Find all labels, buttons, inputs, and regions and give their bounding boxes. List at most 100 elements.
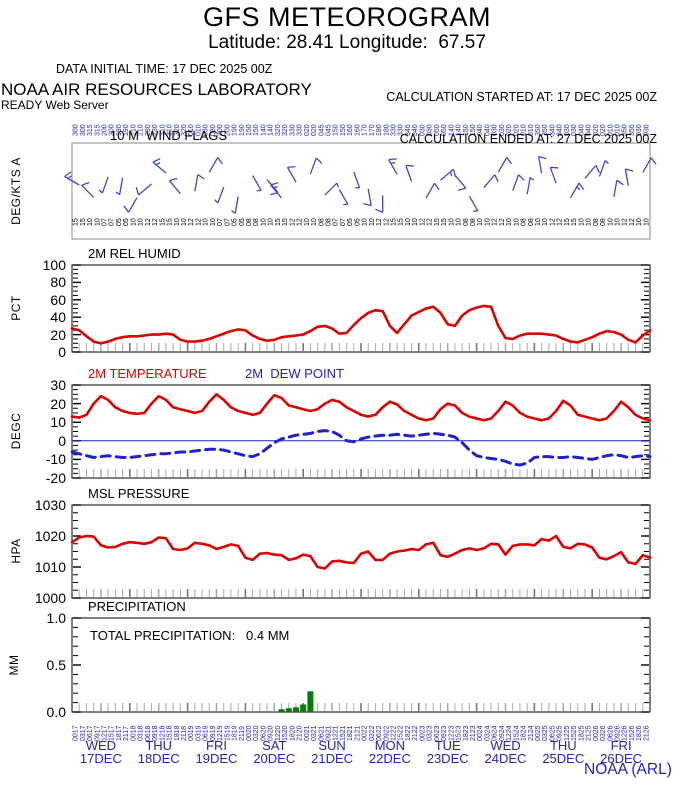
wind-barb [152,158,167,174]
y-tick-label: 40 [50,309,66,326]
wind-direction-strip-label: 140 [456,124,463,136]
wind-barb-line [336,182,340,188]
wind-barb [642,157,657,173]
hour-strip-label: 0620 [260,725,267,741]
humidity-panel-title: 2M REL HUMID [88,246,181,261]
wind-barb-line [405,165,413,182]
wind-speed-strip-label: 12 [629,218,636,226]
wind-direction-strip-label: 020 [600,124,607,136]
hour-strip-label: 2122 [412,725,419,741]
hour-strip-label: 1518 [167,725,174,741]
wind-direction-strip-label: 310 [159,124,166,136]
wind-speed-strip-label: 08 [600,218,607,226]
wind-barb-line [353,171,361,189]
wind-direction-strip-label: 200 [217,124,224,136]
wind-direction-strip-label: 330 [391,124,398,136]
day-date: 23DEC [426,751,469,766]
wind-speed-strip-label: 10 [513,218,520,226]
wind-speed-strip-label: 05 [354,218,361,226]
wind-direction-strip-label: 030 [564,124,571,136]
wind-barb-line [425,182,436,199]
pressure-panel-border [71,504,651,599]
wind-barb [363,188,372,207]
wind-speed-strip-label: 10 [260,218,267,226]
wind-direction-strip-label: 350 [629,124,636,136]
hour-strip-label: 0017 [73,725,80,741]
wind-speed-strip-label: 12 [622,218,629,226]
hour-strip-label: 1817 [116,725,123,741]
hour-strip-label: 1825 [578,725,585,741]
wind-barb [135,183,152,196]
hour-strip-label: 0626 [607,725,614,741]
wind-barb [483,174,499,189]
wind-barb-line [135,187,140,196]
hour-strip-label: 0623 [434,725,441,741]
hour-strip-label: 1824 [521,725,528,741]
wind-speed-strip-label: 15 [167,218,174,226]
hour-strip-label: 0325 [542,725,549,741]
wind-barb-line [497,157,508,173]
wind-speed-strip-label: 10 [643,218,650,226]
wind-barb [270,182,283,199]
wind-barb-line [98,189,103,194]
y-tick-label: 10 [50,414,66,431]
wind-speed-strip-label: 10 [484,218,491,226]
day-of-week: WED [85,738,117,753]
wind-speed-strip-label: 10 [174,218,181,226]
hour-strip-label: 0326 [600,725,607,741]
hour-strip-label: 1524 [513,725,520,741]
wind-barb-line [338,189,349,205]
wind-direction-strip-label: 030 [636,124,643,136]
hour-strip-label: 1820 [289,725,296,741]
hour-strip-label: 0319 [195,725,202,741]
wind-speed-strip-label: 10 [506,218,513,226]
wind-barb [497,156,512,173]
wind-barb [624,168,634,186]
wind-barb-line [217,157,223,165]
wind-barb-line [576,186,581,191]
wind-direction-strip-label: 190 [232,124,239,136]
wind-speed-strip-label: 12 [427,218,434,226]
wind-speed-strip-label: 05 [116,218,123,226]
wind-barb [194,174,205,192]
y-tick-label: 30 [50,377,66,393]
wind-direction-strip-label: 315 [94,124,101,136]
wind-barb-line [518,174,525,181]
y-tick-label: 1000 [34,590,66,606]
wind-direction-strip-label: 190 [123,124,130,136]
hour-strip-label: 0323 [427,725,434,741]
hour-strip-label: 0922 [383,725,390,741]
day-label: MON 22DEC [360,739,420,765]
wind-speed-strip-label: 10 [412,218,419,226]
hour-strip-label: 0924 [499,725,506,741]
wind-speed-strip-label: 08 [246,218,253,226]
wind-barb [64,171,80,186]
wind-barb-line [324,182,338,196]
wind-direction-strip-label: 310 [167,124,174,136]
wind-barb-line [315,157,323,165]
wind-speed-strip-label: 15 [73,218,80,226]
wind-barb-line [169,177,178,182]
wind-direction-strip-label: 170 [362,124,369,136]
wind-barb-line [152,158,161,163]
wind-direction-strip-label: 010 [188,124,195,136]
wind-barb [613,179,624,198]
hour-strip-label: 1224 [506,725,513,741]
wind-direction-strip-label: 340 [557,124,564,136]
wind-barb-line [152,161,167,174]
wind-speed-strip-label: 08 [463,218,470,226]
wind-speed-strip-label: 10 [586,218,593,226]
wind-barb-line [578,182,585,190]
wind-speed-strip-label: 08 [470,218,477,226]
wind-barb-line [625,168,634,172]
hour-strip-label: 1221 [333,725,340,741]
day-of-week: FRI [206,738,227,753]
y-tick-label: -20 [45,470,66,486]
wind-direction-strip-label: 150 [470,124,477,136]
wind-barb [598,160,609,177]
hour-strip-label: 2126 [643,725,650,741]
day-of-week: MON [374,738,406,753]
hour-strip-label: 1819 [232,725,239,741]
wind-direction-strip-label: 030 [571,124,578,136]
hour-strip-label: 0022 [362,725,369,741]
